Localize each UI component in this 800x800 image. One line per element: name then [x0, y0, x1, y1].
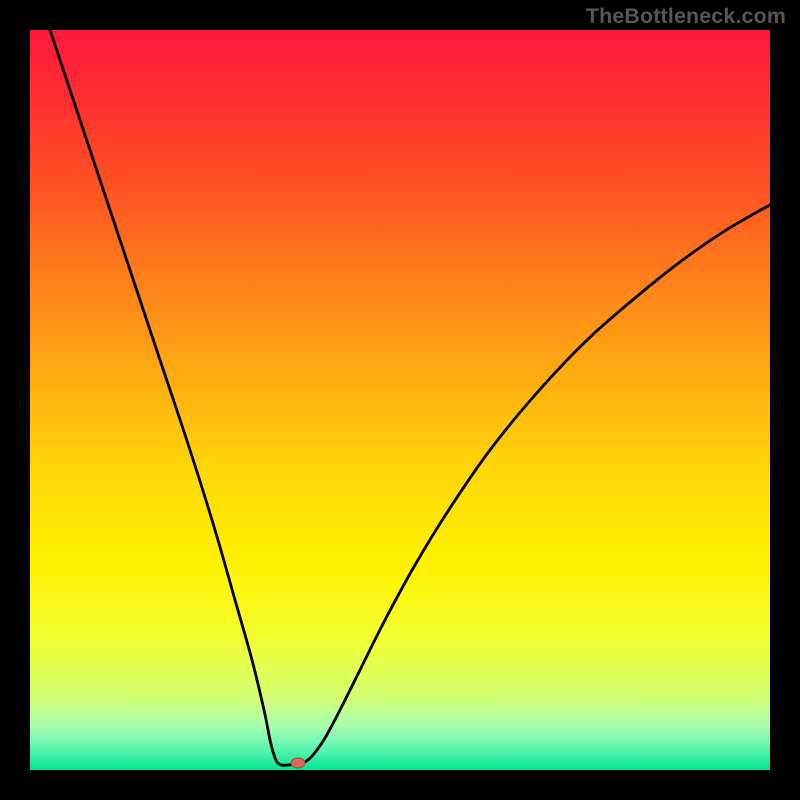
- bottleneck-curve: [30, 30, 770, 770]
- plot-area: [30, 30, 770, 770]
- frame-border-bottom: [0, 770, 800, 800]
- curve-path: [50, 30, 770, 765]
- minimum-marker: [291, 758, 305, 768]
- frame-border-left: [0, 0, 30, 800]
- watermark-text: TheBottleneck.com: [586, 4, 786, 29]
- frame-border-right: [770, 0, 800, 800]
